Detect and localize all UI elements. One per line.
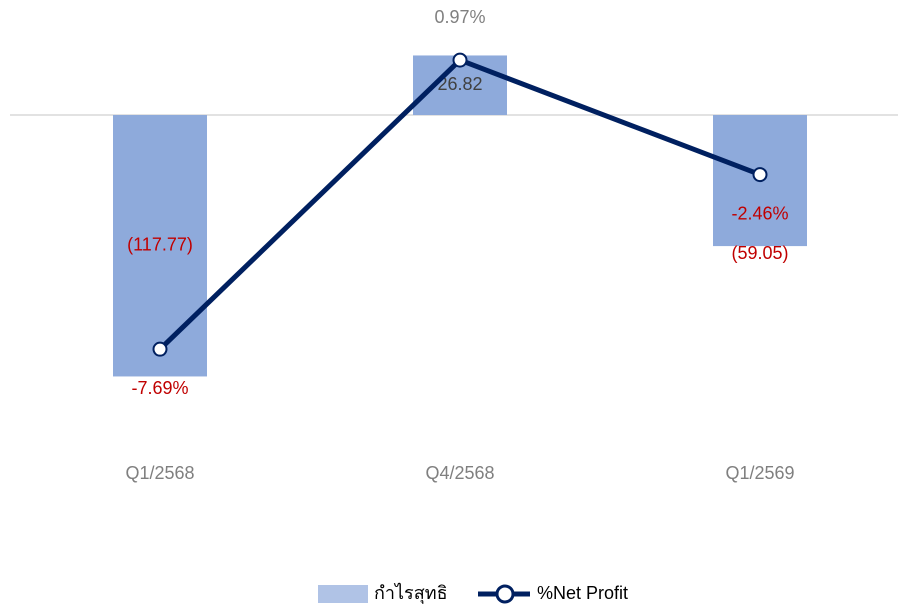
x-tick-label: Q1/2569 [725, 463, 794, 483]
line-value-label: -2.46% [731, 203, 788, 223]
x-tick-label: Q1/2568 [125, 463, 194, 483]
line-value-label: -7.69% [131, 378, 188, 398]
line-marker [152, 341, 168, 357]
bar-value-label: (59.05) [731, 243, 788, 263]
line-value-label: 0.97% [434, 7, 485, 27]
line-marker [752, 167, 768, 183]
line-marker [452, 52, 468, 68]
legend-swatch [318, 585, 368, 603]
bar-value-label: 26.82 [437, 74, 482, 94]
x-tick-label: Q4/2568 [425, 463, 494, 483]
legend-marker [495, 584, 515, 604]
legend-label: %Net Profit [537, 583, 628, 603]
legend-label: กำไรสุทธิ [374, 582, 448, 604]
bar-value-label: (117.77) [127, 234, 193, 254]
bar [113, 115, 207, 377]
